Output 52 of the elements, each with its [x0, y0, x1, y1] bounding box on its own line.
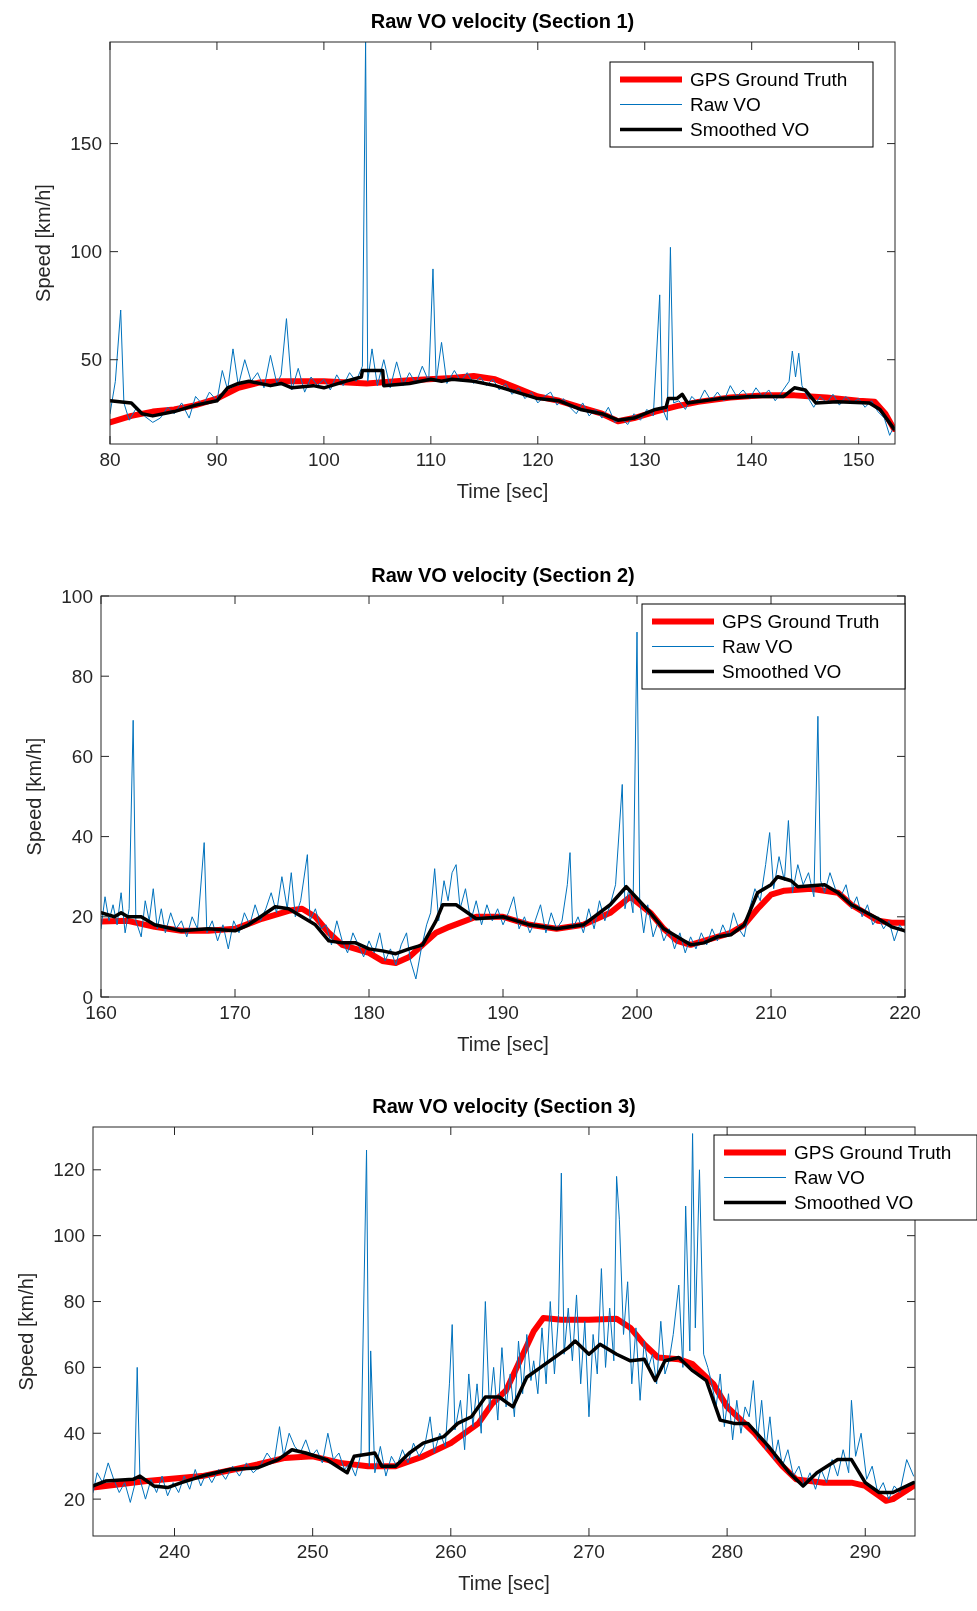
y-tick-label: 60: [71, 746, 93, 768]
legend-label: Raw VO: [722, 636, 793, 658]
y-tick-label: 100: [70, 241, 102, 263]
x-tick-label: 140: [735, 449, 768, 470]
y-tick-label: 100: [53, 1225, 85, 1247]
x-tick-label: 260: [434, 1541, 467, 1562]
x-axis-title: Time [sec]: [458, 1572, 550, 1594]
x-tick-label: 220: [889, 1002, 921, 1023]
x-tick-label: 290: [849, 1541, 882, 1562]
y-tick-label: 80: [71, 665, 93, 687]
y-tick-label: 150: [70, 133, 102, 155]
legend-label: GPS Ground Truth: [794, 1142, 952, 1164]
x-tick-label: 210: [755, 1002, 787, 1023]
x-tick-label: 200: [621, 1002, 653, 1023]
y-tick-label: 40: [63, 1422, 85, 1444]
y-tick-label: 120: [53, 1159, 85, 1181]
x-tick-label: 190: [487, 1002, 519, 1023]
y-tick-label: 50: [80, 349, 102, 371]
x-tick-label: 150: [842, 449, 875, 470]
legend-label: Smoothed VO: [722, 661, 842, 683]
y-tick-label: 20: [71, 906, 93, 928]
x-tick-label: 270: [573, 1541, 605, 1562]
x-tick-label: 130: [628, 449, 661, 470]
legend-label: GPS Ground Truth: [690, 69, 848, 91]
y-tick-label: 20: [63, 1488, 85, 1510]
x-tick-label: 80: [99, 449, 121, 470]
x-axis-title: Time [sec]: [456, 480, 549, 502]
x-axis-title: Time [sec]: [457, 1033, 549, 1055]
x-tick-label: 100: [308, 449, 340, 470]
legend-label: GPS Ground Truth: [722, 611, 880, 633]
x-tick-label: 110: [415, 449, 446, 470]
y-tick-label: 40: [71, 826, 93, 848]
chart-title: Raw VO velocity (Section 2): [371, 564, 635, 586]
legend-label: Raw VO: [794, 1167, 865, 1189]
legend-label: Smoothed VO: [794, 1192, 914, 1214]
x-tick-label: 180: [353, 1002, 385, 1023]
y-tick-label: 100: [61, 585, 93, 607]
y-tick-label: 80: [63, 1291, 85, 1313]
x-tick-label: 280: [711, 1541, 743, 1562]
legend-label: Smoothed VO: [690, 119, 810, 141]
y-axis-title: Speed [km/h]: [32, 184, 54, 302]
x-tick-label: 120: [521, 449, 554, 470]
y-tick-label: 60: [63, 1357, 85, 1379]
x-tick-label: 250: [296, 1541, 329, 1562]
chart-title: Raw VO velocity (Section 3): [372, 1095, 636, 1117]
legend-label: Raw VO: [690, 94, 761, 116]
y-axis-title: Speed [km/h]: [15, 1272, 37, 1391]
x-tick-label: 170: [219, 1002, 251, 1023]
x-tick-label: 240: [158, 1541, 191, 1562]
x-tick-label: 90: [206, 449, 228, 470]
y-axis-title: Speed [km/h]: [23, 737, 45, 856]
chart-title: Raw VO velocity (Section 1): [370, 10, 635, 32]
